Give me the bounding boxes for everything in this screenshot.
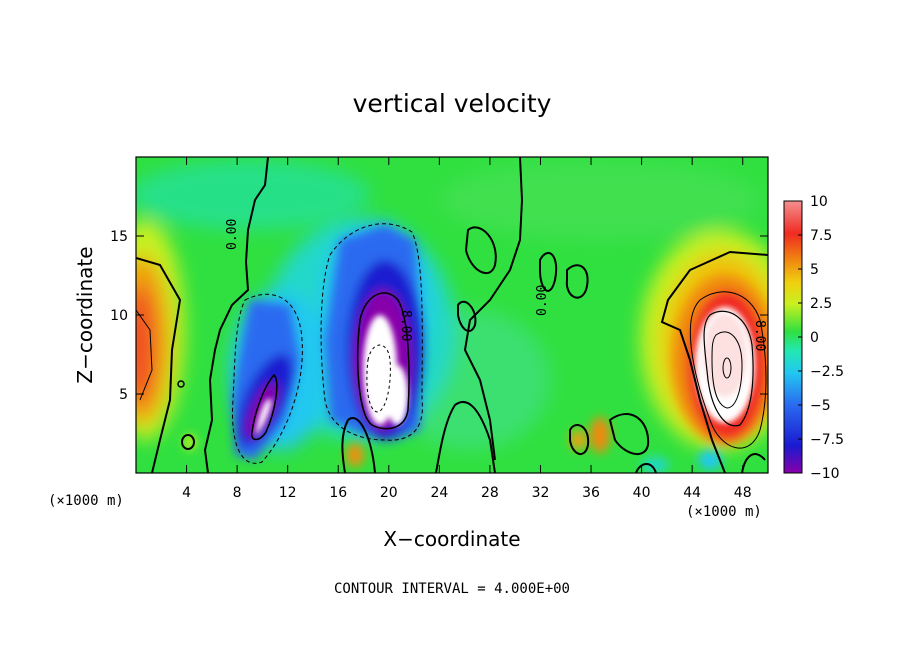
- colorbar: 10 7.5 5 2.5 0 −2.5 −5 −7.5 −10: [783, 194, 844, 482]
- contour-interval: CONTOUR INTERVAL = 4.000E+00: [334, 581, 570, 597]
- x-tick-label: 24: [430, 485, 448, 501]
- contour-label: 0.00: [535, 285, 550, 316]
- x-tick-label: 20: [380, 485, 398, 501]
- zero-contour-bottom-f: [569, 424, 590, 455]
- zero-contour-left: [203, 157, 269, 473]
- y-axis-label: Z−coordinate: [73, 246, 97, 383]
- x-tick-label: 4: [182, 485, 191, 501]
- colorbar-tick-label: −2.5: [810, 364, 844, 380]
- zero-contour-bottom-e: [435, 400, 496, 473]
- x-tick-label: 8: [233, 485, 242, 501]
- x-tick-label: 12: [279, 485, 297, 501]
- zero-contour-left-edge: [136, 257, 182, 473]
- x-axis-label: X−coordinate: [383, 527, 520, 551]
- y-tick-label: 10: [110, 308, 128, 324]
- colorbar-tick-label: 10: [810, 194, 828, 210]
- x-tick-label: 40: [633, 485, 651, 501]
- zero-contour-right: [660, 250, 768, 473]
- colorbar-tick-label: −10: [810, 466, 840, 482]
- zero-contour-bottom-a: [608, 413, 650, 455]
- pos-contour-right-center: [722, 357, 732, 379]
- chart-title: vertical velocity: [353, 89, 552, 118]
- zero-contour-bottom-c: [565, 264, 589, 299]
- x-tick-label: 32: [532, 485, 550, 501]
- zero-contour-bottom-d: [341, 417, 376, 473]
- zero-contour-small-2: [177, 380, 185, 388]
- y-tick-label: 5: [119, 387, 128, 403]
- colorbar-tick-label: −5: [810, 398, 831, 414]
- zero-contour-small-3: [457, 300, 477, 332]
- neg-contour-center: [320, 223, 423, 441]
- y-tick-label: 15: [110, 229, 128, 245]
- colorbar-ticks: 10 7.5 5 2.5 0 −2.5 −5 −7.5 −10: [798, 194, 844, 482]
- pos-contour-right-outer: [689, 291, 767, 449]
- contour-label: 8.00: [398, 310, 413, 341]
- x-axis-ticks: 4 8 12 16 20 24 28 32 36 40 44 48: [182, 157, 752, 501]
- contour-label-group: 0.00 0.00 8.00 8.00: [225, 219, 767, 352]
- colorbar-tick-label: 5: [810, 262, 819, 278]
- pos-contour-right-core: [711, 331, 743, 409]
- neg-contour-core: [366, 344, 391, 413]
- pos-contour-left-edge: [136, 309, 153, 401]
- x-tick-label: 36: [582, 485, 600, 501]
- contour-lines: [136, 157, 768, 473]
- contour-label: 0.00: [225, 219, 240, 250]
- x-tick-label: 16: [329, 485, 347, 501]
- colorbar-tick-label: 7.5: [810, 228, 832, 244]
- neg-contour-inner-left: [251, 373, 278, 441]
- x-unit-left: (×1000 m): [48, 493, 124, 509]
- zero-contour-small-1: [181, 434, 196, 450]
- neg-contour-inner-center: [357, 292, 410, 430]
- contour-label: 8.00: [752, 320, 767, 351]
- neg-contour-left: [231, 293, 303, 464]
- x-tick-label: 48: [734, 485, 752, 501]
- x-tick-label: 44: [683, 485, 701, 501]
- x-unit-right: (×1000 m): [686, 504, 762, 520]
- zero-contour-center: [463, 157, 524, 461]
- colorbar-tick-label: 0: [810, 330, 819, 346]
- pos-contour-right-inner: [703, 310, 754, 427]
- zero-contour-mid-island: [464, 226, 497, 274]
- colorbar-tick-label: −7.5: [810, 432, 844, 448]
- zero-contour-bottom-b: [539, 252, 558, 292]
- heatmap-field: [136, 157, 768, 473]
- x-tick-label: 28: [481, 485, 499, 501]
- y-axis-ticks: 5 10 15: [110, 229, 768, 403]
- colorbar-tick-label: 2.5: [810, 296, 832, 312]
- zero-contour-bottom-g: [635, 463, 657, 473]
